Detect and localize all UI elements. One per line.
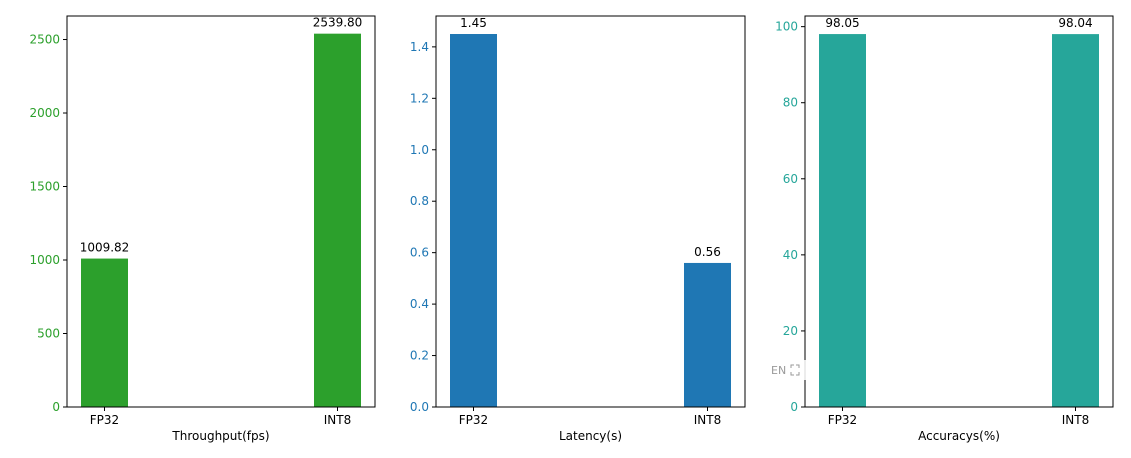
y-tick-label: 1.2 (410, 91, 429, 105)
x-tick-label: INT8 (324, 413, 351, 427)
axes-frame (435, 15, 746, 408)
data-label: 1.45 (460, 16, 487, 30)
data-label: 98.05 (825, 16, 859, 30)
y-tick-label: 1500 (29, 180, 60, 194)
data-label: 98.04 (1058, 16, 1092, 30)
y-tick-label: 0.6 (410, 246, 429, 260)
x-axis-label: Throughput(fps) (171, 429, 269, 443)
bar-fp32 (450, 34, 497, 407)
bar-int8 (314, 33, 361, 408)
y-tick-label: 1000 (29, 253, 60, 267)
y-tick-label: 0.0 (410, 400, 429, 414)
y-tick-label: 80 (783, 96, 798, 110)
bar-fp32 (81, 258, 128, 407)
y-tick-label: 0.8 (410, 194, 429, 208)
chart-panel-1: 1009.82 2539.80 0 500 1000 1500 2000 2500 FP32 IN… (29, 15, 376, 443)
chart-panel-3: 98.05 98.04 0 20 40 60 80 100 FP32 INT8 Accuracys(… (775, 15, 1114, 443)
y-tick-label: 20 (783, 324, 798, 338)
expand-icon[interactable] (790, 364, 800, 376)
y-tick-label: 1.0 (410, 143, 429, 157)
y-tick-label: 1.4 (410, 40, 429, 54)
y-tick-label: 0 (790, 400, 798, 414)
ime-label: EN (771, 363, 787, 377)
x-tick-label: FP32 (459, 413, 488, 427)
y-tick-label: 0 (52, 400, 60, 414)
bar-int8 (1052, 34, 1099, 407)
y-tick-label: 2500 (29, 33, 60, 47)
y-tick-label: 2000 (29, 106, 60, 120)
axes-frame (804, 15, 1114, 408)
x-tick-label: FP32 (90, 413, 119, 427)
x-axis-label: Accuracys(%) (918, 429, 1000, 443)
ime-indicator[interactable]: EN (771, 360, 809, 380)
bar-fp32 (819, 34, 866, 407)
y-tick-label: 500 (37, 327, 60, 341)
x-axis-label: Latency(s) (559, 429, 622, 443)
data-label: 1009.82 (80, 241, 130, 255)
y-tick-label: 60 (783, 172, 798, 186)
y-tick-label: 100 (775, 20, 798, 34)
data-label: 0.56 (694, 245, 721, 259)
axes-frame (66, 15, 376, 408)
y-tick-label: 0.4 (410, 297, 429, 311)
chart-panel-2: 1.45 0.56 0.0 0.2 0.4 0.6 0.8 1.0 1.2 1.4 FP32 INT8… (410, 15, 746, 443)
bar-int8 (684, 262, 731, 407)
x-tick-label: INT8 (1062, 413, 1089, 427)
x-tick-label: FP32 (828, 413, 857, 427)
y-tick-label: 40 (783, 248, 798, 262)
y-tick-label: 0.2 (410, 349, 429, 363)
x-tick-label: INT8 (694, 413, 721, 427)
data-label: 2539.80 (313, 16, 363, 30)
